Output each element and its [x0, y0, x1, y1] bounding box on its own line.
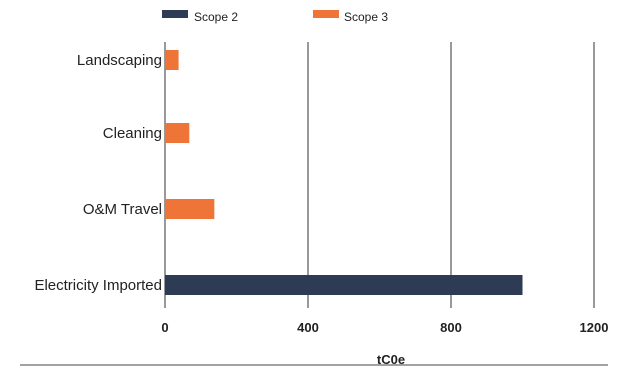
legend: Scope 2 Scope 3	[162, 10, 388, 24]
bar-scope-2-electricity-imported	[165, 275, 523, 295]
bar-scope-3-o-m-travel	[165, 199, 215, 219]
legend-swatch-scope-2	[162, 10, 188, 18]
legend-swatch-scope-3	[313, 10, 339, 18]
category-labels: Landscaping Cleaning O&M Travel Electricity…	[34, 52, 162, 294]
category-label-o-m-travel: O&M Travel	[83, 201, 162, 218]
x-tick-labels: 0 400 800 1200	[161, 320, 608, 335]
x-tick-label-400: 400	[297, 320, 319, 335]
category-label-cleaning: Cleaning	[103, 125, 162, 142]
x-tick-label-1200: 1200	[580, 320, 609, 335]
x-tick-label-800: 800	[440, 320, 462, 335]
legend-label-scope-3: Scope 3	[344, 10, 388, 24]
bar-scope-3-cleaning	[165, 123, 190, 143]
legend-label-scope-2: Scope 2	[194, 10, 238, 24]
x-tick-label-0: 0	[161, 320, 168, 335]
bars	[165, 50, 523, 295]
x-axis-title: tC0e	[377, 352, 405, 367]
category-label-electricity-imported: Electricity Imported	[34, 277, 162, 294]
bar-scope-3-landscaping	[165, 50, 179, 70]
category-label-landscaping: Landscaping	[77, 52, 162, 69]
gridlines	[164, 42, 595, 308]
